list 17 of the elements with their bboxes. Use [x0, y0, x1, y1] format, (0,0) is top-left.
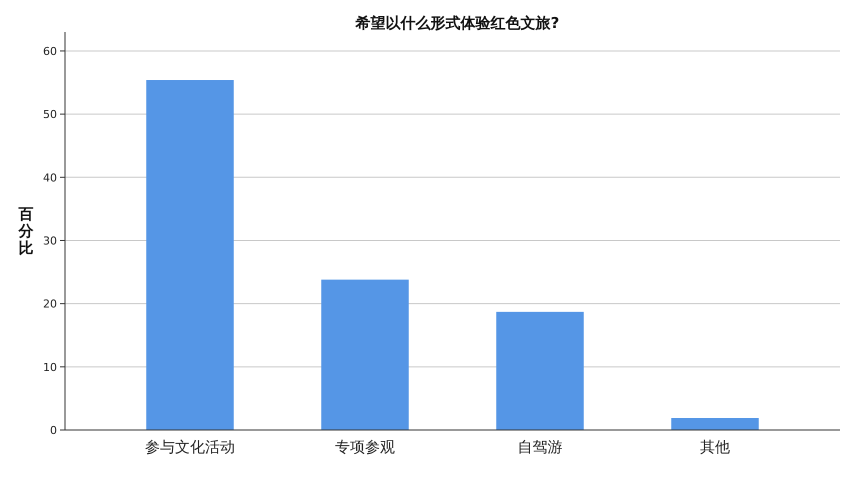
y-tick-label: 40 [43, 171, 57, 184]
y-tick-label: 20 [43, 298, 57, 311]
x-tick-label: 其他 [700, 438, 730, 456]
y-tick-label: 0 [50, 424, 57, 437]
chart-title: 希望以什么形式体验红色文旅? [354, 14, 560, 32]
y-tick-label: 30 [43, 234, 57, 248]
y-tick-label: 60 [43, 44, 57, 58]
x-tick-label: 自驾游 [518, 438, 562, 456]
bar [146, 80, 234, 430]
bar [671, 418, 759, 430]
y-tick-label: 10 [43, 360, 57, 374]
bar [496, 312, 584, 430]
x-tick-label: 专项参观 [335, 438, 395, 456]
x-tick-label: 参与文化活动 [145, 438, 235, 456]
y-axis-title: 百分比 [18, 205, 34, 257]
y-tick-label: 50 [43, 108, 57, 122]
bar [321, 280, 409, 430]
